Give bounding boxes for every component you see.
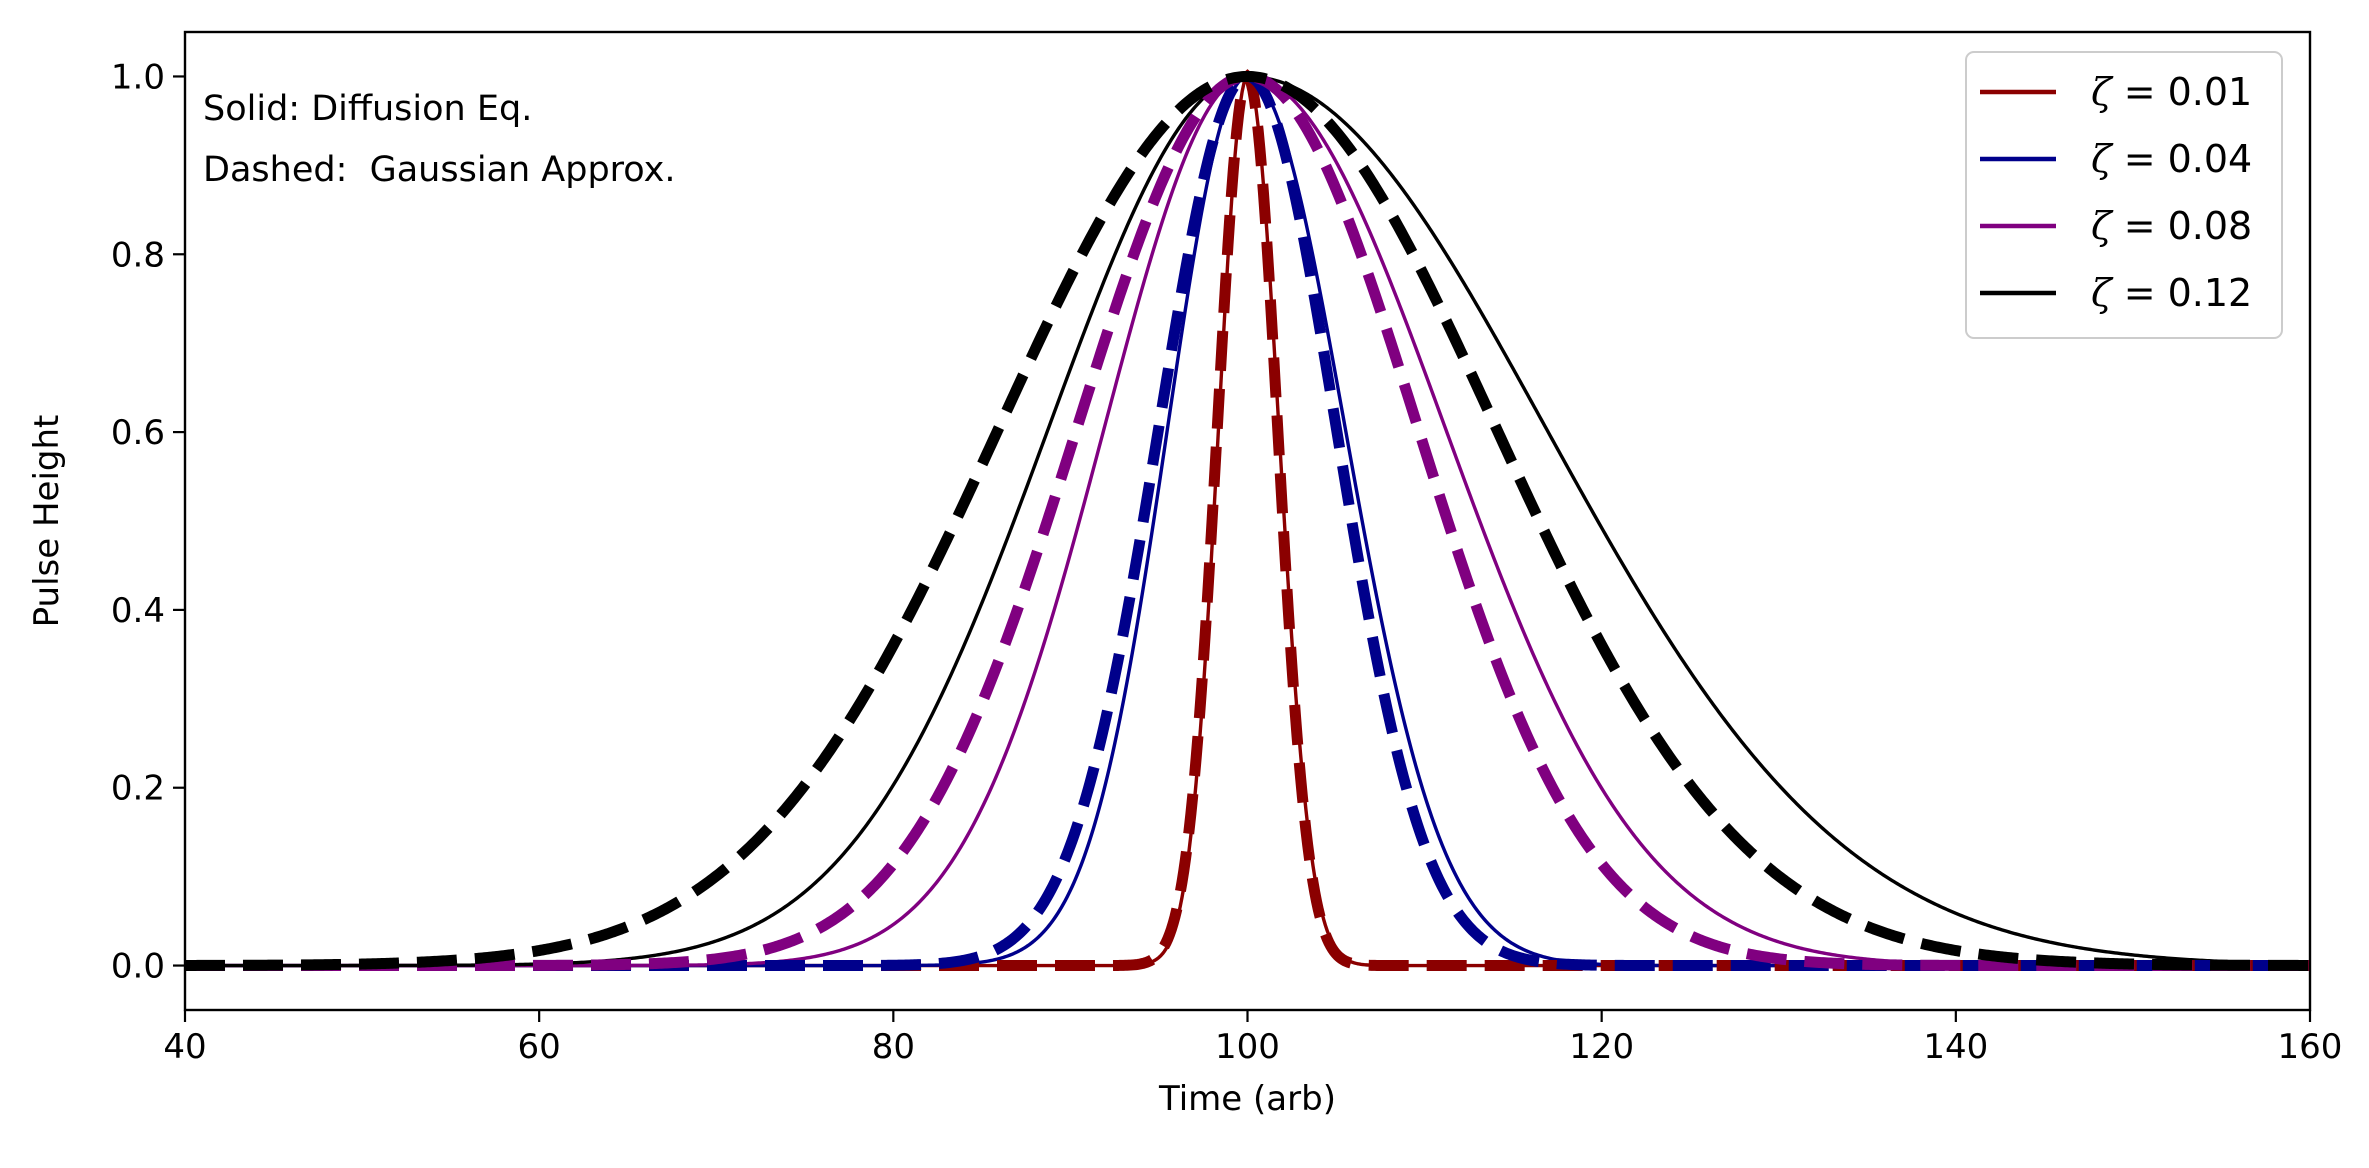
y-tick-label: 0.0: [111, 947, 165, 987]
x-tick-label: 40: [163, 1027, 206, 1067]
y-axis-label: Pulse Height: [27, 415, 67, 628]
legend: ζ = 0.01 ζ = 0.04 ζ = 0.08 ζ = 0.12: [1965, 51, 2283, 339]
y-tick-label: 0.6: [111, 413, 165, 453]
legend-item: ζ = 0.08: [1980, 204, 2252, 248]
x-tick-label: 160: [2278, 1027, 2343, 1067]
legend-value: 0.08: [2168, 204, 2253, 248]
series-dashed-3: [185, 70, 2310, 971]
annotation-solid: Solid: Diffusion Eq.: [203, 89, 532, 129]
x-tick-label: 80: [872, 1027, 915, 1067]
x-tick-label: 60: [518, 1027, 561, 1067]
annotation-dashed: Dashed: Gaussian Approx.: [203, 150, 675, 190]
legend-value: 0.01: [2168, 70, 2253, 114]
legend-value: 0.04: [2168, 137, 2253, 181]
legend-item: ζ = 0.01: [1980, 70, 2252, 114]
legend-label: ζ = 0.01: [2091, 70, 2252, 114]
y-tick-label: 1.0: [111, 57, 165, 97]
legend-box: [1965, 51, 2283, 339]
legend-label: ζ = 0.12: [2091, 271, 2252, 315]
x-axis: 40 60 80 100 120 140 160: [163, 1010, 2342, 1067]
legend-label: ζ = 0.08: [2091, 204, 2252, 248]
x-tick-label: 120: [1569, 1027, 1634, 1067]
y-axis: 0.0 0.2 0.4 0.6 0.8 1.0: [111, 57, 185, 987]
y-tick-label: 0.8: [111, 235, 165, 275]
legend-item: ζ = 0.04: [1980, 137, 2252, 181]
x-tick-label: 100: [1215, 1027, 1280, 1067]
legend-value: 0.12: [2168, 271, 2253, 315]
legend-item: ζ = 0.12: [1980, 271, 2252, 315]
x-tick-label: 140: [1923, 1027, 1988, 1067]
curves-layer: [185, 69, 2310, 972]
y-tick-label: 0.2: [111, 769, 165, 809]
x-axis-label: Time (arb): [1158, 1079, 1336, 1119]
y-tick-label: 0.4: [111, 591, 165, 631]
series-dashed-2: [185, 70, 2310, 972]
legend-label: ζ = 0.04: [2091, 137, 2252, 181]
